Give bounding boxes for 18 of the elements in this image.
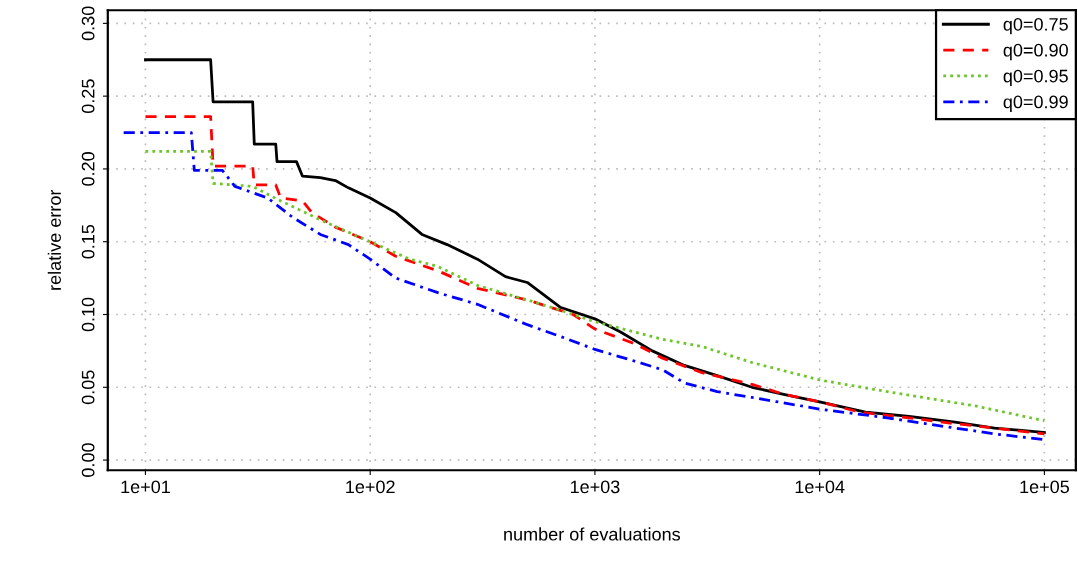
legend-label: q0=0.99 bbox=[1003, 95, 1068, 112]
legend-label: q0=0.90 bbox=[1003, 43, 1068, 61]
y-tick-label: 0.00 bbox=[81, 443, 95, 477]
x-tick-label: 1e+01 bbox=[121, 480, 170, 494]
x-tick-label: 1e+05 bbox=[1020, 480, 1070, 494]
y-tick-label: 0.05 bbox=[81, 370, 95, 405]
legend-label: q0=0.95 bbox=[1003, 69, 1068, 87]
y-tick-label: 0.10 bbox=[81, 297, 95, 332]
x-tick-label: 1e+03 bbox=[570, 480, 620, 494]
x-axis-title: number of evaluations bbox=[504, 527, 680, 541]
y-tick-label: 0.30 bbox=[81, 6, 95, 41]
y-axis-title: relative error bbox=[47, 189, 62, 290]
y-tick-label: 0.15 bbox=[81, 224, 95, 259]
x-tick-label: 1e+04 bbox=[795, 480, 845, 494]
y-tick-label: 0.20 bbox=[81, 152, 95, 186]
y-tick-label: 0.25 bbox=[81, 79, 95, 114]
x-tick-label: 1e+02 bbox=[346, 480, 395, 494]
legend-label: q0=0.75 bbox=[1003, 17, 1068, 35]
